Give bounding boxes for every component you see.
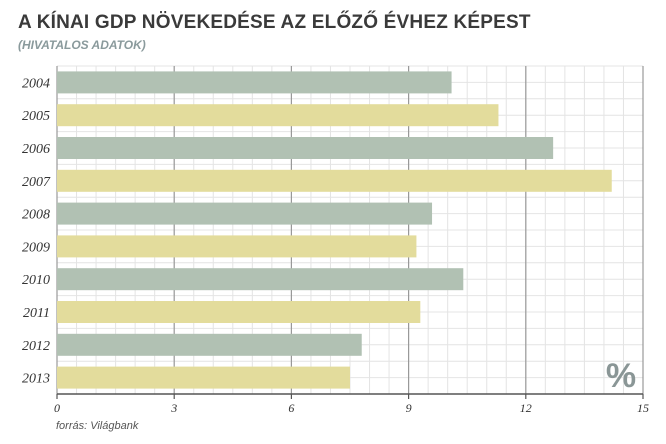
x-tick-label-15: 15 — [637, 401, 649, 415]
category-label-2013: 2013 — [22, 372, 50, 387]
bar-2011 — [57, 301, 421, 323]
bar-2007 — [57, 169, 612, 192]
bar-2008 — [57, 202, 433, 225]
chart-subtitle: (HIVATALOS ADATOK) — [18, 38, 146, 52]
bar-2009 — [57, 235, 417, 258]
x-tick-label-6: 6 — [288, 401, 294, 415]
category-label-2007: 2007 — [22, 175, 51, 190]
category-label-2004: 2004 — [22, 76, 50, 91]
bars — [57, 71, 612, 389]
x-tick-label-12: 12 — [520, 401, 532, 415]
x-tick-label-0: 0 — [54, 401, 60, 415]
category-label-2006: 2006 — [22, 142, 50, 157]
category-label-2005: 2005 — [22, 109, 50, 124]
x-tick-label-9: 9 — [406, 401, 412, 415]
x-axis: 0 3 6 9 12 15 — [54, 393, 649, 415]
source-note: forrás: Világbank — [56, 420, 139, 432]
category-label-2008: 2008 — [22, 208, 50, 223]
unit-label: % — [606, 357, 636, 395]
category-label-2009: 2009 — [22, 240, 50, 255]
category-label-2011: 2011 — [23, 306, 50, 321]
bar-2013 — [57, 366, 350, 389]
chart-title: A KÍNAI GDP NÖVEKEDÉSE AZ ELŐZŐ ÉVHEZ KÉ… — [18, 12, 531, 33]
x-tick-label-3: 3 — [170, 401, 177, 415]
bar-2012 — [57, 333, 362, 356]
category-label-2012: 2012 — [22, 339, 50, 354]
category-label-2010: 2010 — [22, 273, 50, 288]
bar-2005 — [57, 104, 499, 127]
bar-2010 — [57, 268, 464, 291]
category-labels: 2004 2005 2006 2007 2008 2009 2010 2011 2012 2013 — [22, 76, 51, 386]
bar-2006 — [57, 137, 554, 159]
bar-2004 — [57, 71, 452, 94]
